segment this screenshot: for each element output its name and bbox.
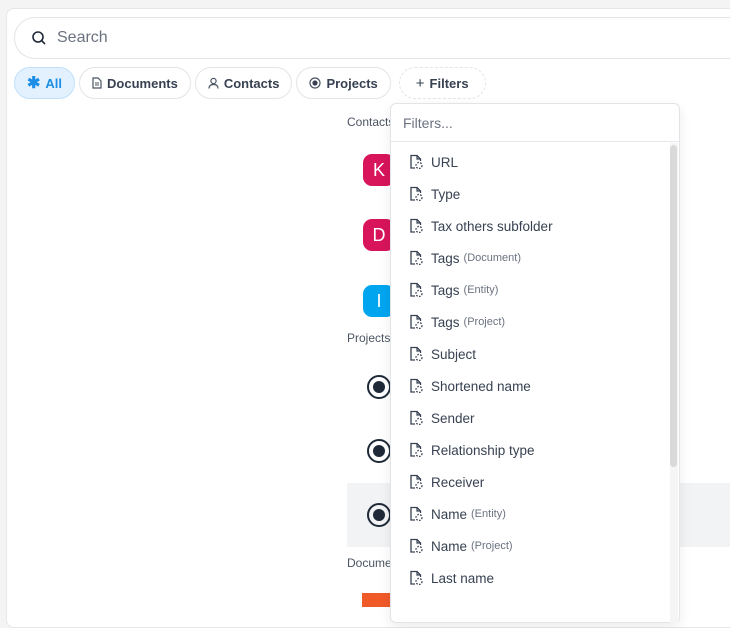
filter-option-label: Relationship type (431, 442, 535, 458)
contact-avatar[interactable]: I (363, 285, 395, 317)
chip-documents[interactable]: Documents (79, 67, 191, 99)
filter-option[interactable]: URL (391, 146, 679, 178)
file-dashed-icon (410, 186, 423, 202)
filter-option-label: Name (431, 506, 468, 522)
chip-filters[interactable]: + Filters (398, 67, 486, 99)
filter-option[interactable]: Tags (Entity) (391, 274, 679, 306)
scrollbar[interactable] (670, 143, 678, 623)
search-bar[interactable] (14, 17, 730, 59)
filter-option[interactable]: Tax others subfolder (391, 210, 679, 242)
filters-input[interactable] (391, 104, 679, 142)
file-dashed-icon (410, 570, 423, 586)
filter-option-label: Type (431, 186, 461, 202)
filter-option[interactable]: Sender (391, 402, 679, 434)
filter-option-label: Subject (431, 346, 477, 362)
file-dashed-icon (410, 506, 423, 522)
file-dashed-icon (410, 474, 423, 490)
project-icon (309, 77, 322, 89)
file-dashed-icon (410, 154, 423, 170)
file-dashed-icon (410, 250, 423, 266)
chip-contacts[interactable]: Contacts (194, 67, 293, 99)
search-icon (32, 31, 46, 45)
filter-option[interactable]: Subject (391, 338, 679, 370)
filter-option[interactable]: Receiver (391, 466, 679, 498)
filter-option[interactable]: Name (Project) (391, 530, 679, 562)
file-dashed-icon (410, 282, 423, 298)
filter-option-qualifier: (Entity) (463, 284, 499, 296)
section-contacts: Contacts (347, 115, 395, 129)
filter-option[interactable]: Relationship type (391, 434, 679, 466)
filter-option-label: Tags (431, 250, 460, 266)
project-icon (367, 503, 391, 527)
document-thumbnail-icon (362, 593, 390, 607)
chip-label: All (45, 75, 63, 91)
chip-label: Projects (326, 75, 378, 91)
filter-option-qualifier: (Entity) (471, 508, 506, 520)
chip-all[interactable]: ✱ All (14, 67, 76, 99)
chip-label: Filters (429, 75, 469, 91)
project-icon (367, 375, 391, 399)
filter-option[interactable]: Shortened name (391, 370, 679, 402)
search-input[interactable] (57, 29, 657, 47)
filter-option-label: Last name (431, 570, 495, 586)
filter-option[interactable]: Type (391, 178, 679, 210)
project-icon (367, 439, 391, 463)
scrollbar-thumb[interactable] (670, 145, 677, 467)
filter-option-qualifier: (Document) (463, 252, 521, 264)
chip-projects[interactable]: Projects (296, 67, 391, 99)
filter-option[interactable]: Last name (391, 562, 679, 594)
chip-label: Contacts (223, 75, 280, 91)
file-dashed-icon (410, 378, 423, 394)
filter-option-label: Name (431, 538, 468, 554)
document-icon (92, 77, 102, 89)
file-dashed-icon (410, 442, 423, 458)
filter-option-label: Tags (431, 314, 460, 330)
filter-option-label: Receiver (431, 474, 485, 490)
file-dashed-icon (410, 314, 423, 330)
contact-avatar[interactable]: K (363, 154, 395, 186)
section-projects: Projects (347, 331, 391, 345)
filter-option-label: Shortened name (431, 378, 531, 394)
filter-option[interactable]: Tags (Project) (391, 306, 679, 338)
person-icon (208, 77, 219, 89)
filter-option-label: Tax others subfolder (431, 218, 553, 234)
filter-option-qualifier: (Project) (463, 316, 506, 328)
filter-option[interactable]: Tags (Document) (391, 242, 679, 274)
file-dashed-icon (410, 218, 423, 234)
file-dashed-icon (410, 346, 423, 362)
chip-label: Documents (107, 75, 178, 91)
contact-avatar[interactable]: D (363, 219, 395, 251)
file-dashed-icon (410, 538, 423, 554)
file-dashed-icon (410, 410, 423, 426)
filter-option-label: Sender (431, 410, 475, 426)
filter-option-label: Tags (431, 282, 460, 298)
asterisk-icon: ✱ (27, 75, 41, 92)
filter-option-label: URL (431, 154, 459, 170)
plus-icon: + (415, 74, 425, 92)
filter-option-qualifier: (Project) (471, 540, 513, 552)
filter-option[interactable]: Name (Entity) (391, 498, 679, 530)
